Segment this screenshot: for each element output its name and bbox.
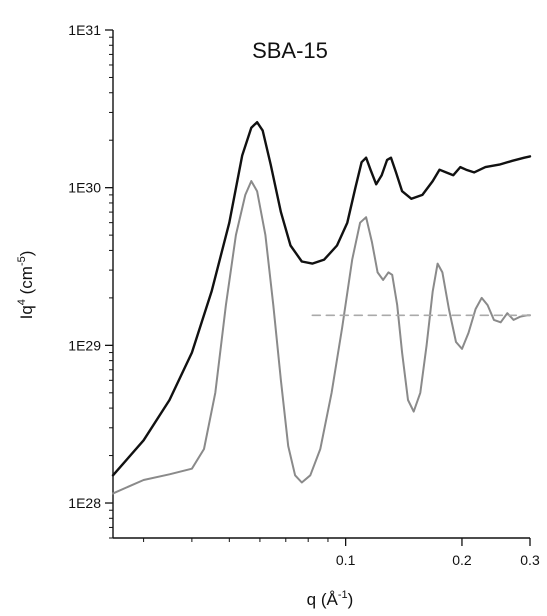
x-tick-label: 0.1	[336, 552, 356, 568]
y-axis-title: Iq4 (cm-5)	[16, 251, 36, 320]
y-tick-label: 1E31	[68, 22, 101, 38]
y-axis-title-sup2: -5	[16, 256, 28, 266]
x-axis-title-sup: -1	[338, 589, 348, 601]
x-ticks: 0.1 0.2 0.3	[143, 538, 540, 568]
y-axis-title-close: )	[17, 251, 36, 257]
y-tick-label: 1E30	[68, 180, 101, 196]
series-line-1	[111, 121, 532, 477]
x-axis-title-close: )	[348, 590, 354, 609]
x-axis-title-main: q (Å	[307, 590, 339, 609]
series-layer	[111, 121, 532, 495]
y-ticks: 1E28 1E29 1E30 1E31	[68, 22, 113, 539]
series-line-2	[112, 180, 531, 495]
y-tick-label: 1E29	[68, 337, 101, 353]
x-tick-label: 0.2	[452, 552, 472, 568]
x-tick-label: 0.3	[520, 552, 540, 568]
y-axis-title-sup1: 4	[16, 299, 28, 305]
y-axis-title-main: Iq	[17, 305, 36, 319]
y-axis-title-mid: (cm	[17, 266, 36, 299]
y-tick-label: 1E28	[68, 495, 101, 511]
x-axis-title: q (Å-1)	[307, 589, 354, 609]
chart-title: SBA-15	[252, 38, 328, 63]
